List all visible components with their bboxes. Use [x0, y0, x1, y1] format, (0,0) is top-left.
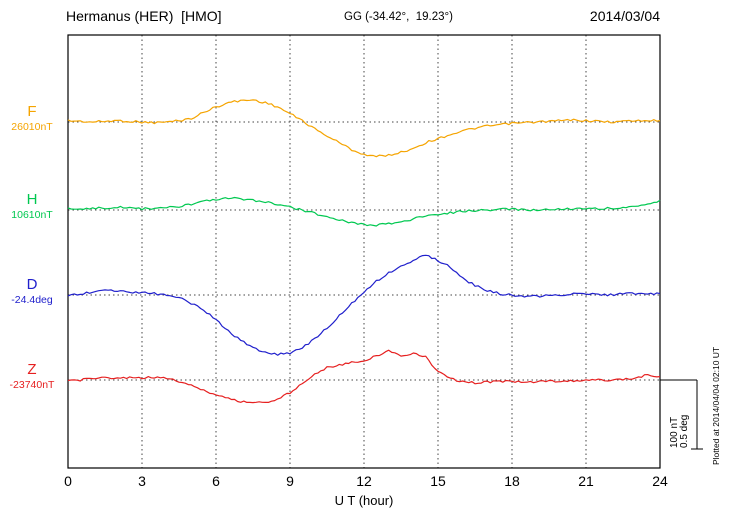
- x-tick-label: 0: [64, 473, 72, 489]
- x-tick-label: 3: [138, 473, 146, 489]
- station-title: Hermanus (HER) [HMO]: [66, 8, 222, 24]
- geographic-coordinates: GG (-34.42°, 19.23°): [344, 11, 453, 23]
- x-tick-label: 21: [578, 473, 594, 489]
- series-label-F: F 26010nT: [0, 104, 64, 133]
- series-letter-F: F: [27, 103, 37, 120]
- series-Z-trace: [67, 349, 661, 404]
- series-H-trace: [67, 196, 661, 227]
- series-base-value-F: 26010nT: [11, 121, 53, 133]
- x-tick-label: 6: [212, 473, 220, 489]
- series-base-value-D: -24.4deg: [11, 294, 53, 306]
- x-tick-label: 18: [504, 473, 520, 489]
- scale-label-deg: 0.5 deg: [679, 415, 690, 448]
- series-label-D: D -24.4deg: [0, 277, 64, 306]
- series-F-trace: [67, 99, 661, 158]
- series-D-trace: [67, 254, 661, 356]
- x-axis-label: U T (hour): [334, 493, 394, 508]
- series-letter-D: D: [26, 276, 38, 293]
- series-base-value-Z: -23740nT: [9, 379, 55, 391]
- series-letter-H: H: [26, 191, 38, 208]
- x-tick-label: 15: [430, 473, 446, 489]
- plot-frame: [67, 34, 661, 469]
- x-tick-label: 24: [652, 473, 668, 489]
- series-base-value-H: 10610nT: [11, 209, 53, 221]
- series-label-Z: Z -23740nT: [0, 362, 64, 391]
- date-label: 2014/03/04: [589, 8, 660, 24]
- x-tick-label: 9: [286, 473, 294, 489]
- series-label-H: H 10610nT: [0, 192, 64, 221]
- x-tick-label: 12: [356, 473, 372, 489]
- plotted-note: Plotted at 2014/04/04 02:10 UT: [711, 347, 721, 465]
- series-letter-Z: Z: [27, 361, 37, 378]
- scale-label-nt: 100 nT: [669, 417, 680, 448]
